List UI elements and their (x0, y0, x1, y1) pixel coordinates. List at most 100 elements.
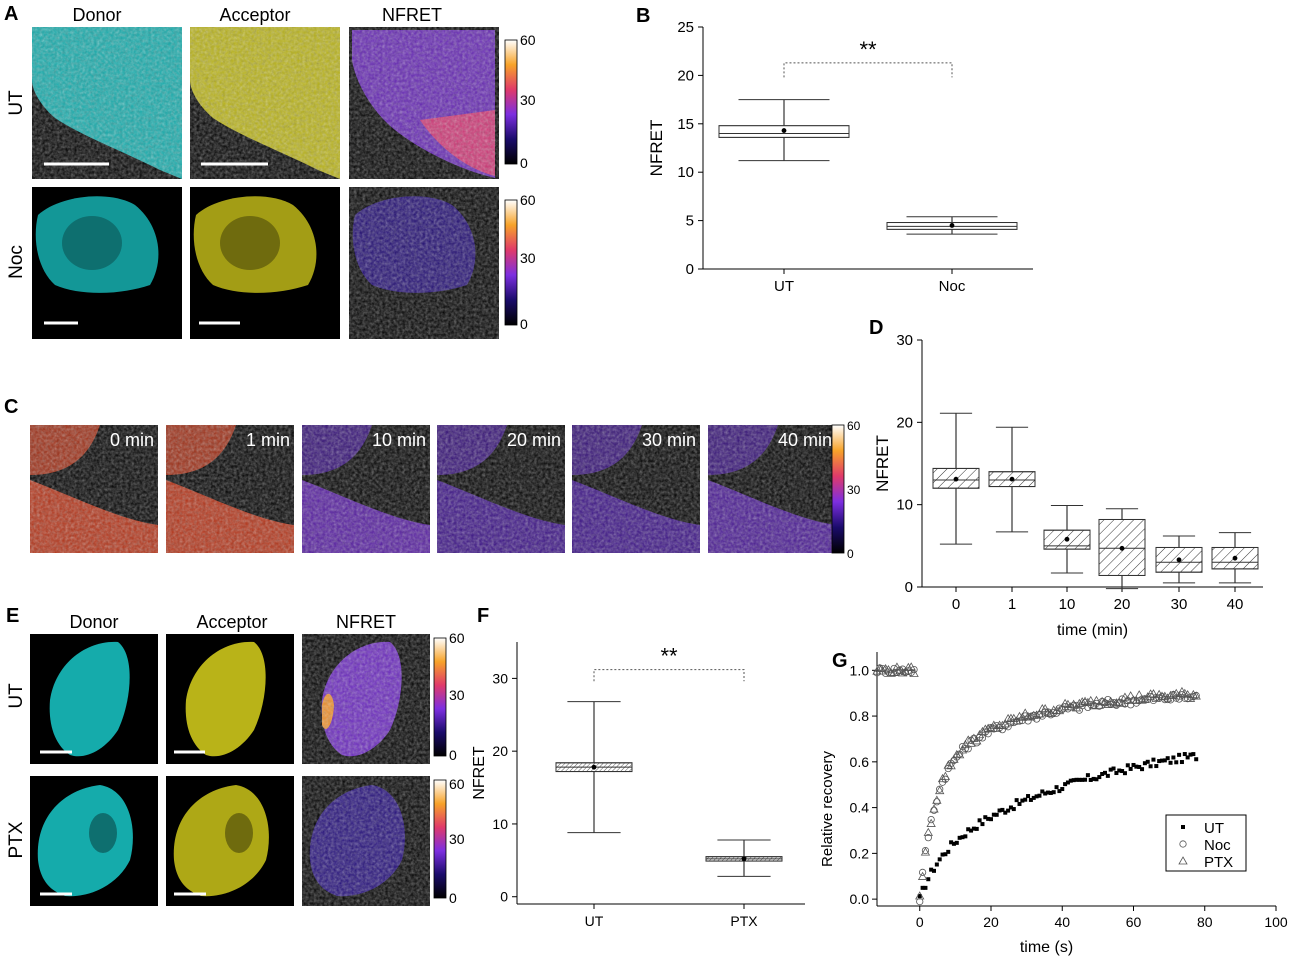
x-tick-label: UT (585, 913, 604, 929)
point-UT (1071, 778, 1076, 783)
panel-a-column-donor: Donor (72, 5, 121, 25)
point-UT (1017, 801, 1022, 806)
point-UT (1023, 797, 1028, 802)
point-UT (1003, 810, 1008, 815)
texture-a-ut-nfret (349, 27, 499, 179)
point-UT (989, 817, 993, 822)
point-UT (966, 827, 971, 832)
point-UT (940, 852, 945, 857)
y-tick-label: 0.6 (850, 754, 870, 770)
colorbar-e-ut-tick-max: 60 (449, 630, 465, 646)
mean-point (591, 764, 597, 770)
point-PTX (943, 760, 953, 769)
point-PTX (1191, 691, 1201, 700)
point-UT (1125, 763, 1130, 768)
point-UT (1028, 797, 1033, 802)
point-UT (1108, 767, 1113, 772)
y-tick-label: 1.0 (850, 662, 870, 678)
panel-letter-g: G (832, 650, 848, 672)
frame-c-3-time-label: 20 min (507, 430, 561, 450)
frame-c-0-time-label: 0 min (110, 430, 154, 450)
point-UT (1020, 798, 1025, 803)
y-tick-label: 25 (677, 19, 694, 36)
y-axis-label: NFRET (873, 435, 892, 492)
point-PTX (997, 720, 1008, 729)
point-PTX (1108, 699, 1119, 708)
texture-a-ut-acceptor (190, 27, 340, 179)
y-tick-label: 30 (492, 670, 508, 686)
point-Noc (927, 815, 935, 824)
frame-c-1-texture (166, 425, 294, 553)
cell-e-ut-acceptor (185, 641, 266, 757)
point-UT (1165, 756, 1170, 761)
point-PTX (932, 795, 942, 804)
point-PTX (1054, 705, 1065, 715)
x-tick-label: 1 (1008, 596, 1016, 613)
chart-d: 0 10 20 30 NFRET time (min) 0 1 10 20 30 40 (873, 332, 1263, 639)
significance-bracket (783, 62, 953, 78)
point-UT (1060, 787, 1065, 792)
point-UT (926, 877, 931, 882)
point-PTX (872, 666, 882, 675)
point-UT (1100, 771, 1105, 776)
point-PTX (937, 773, 948, 783)
x-tick-label: 80 (1197, 914, 1213, 930)
point-UT (1103, 770, 1107, 775)
frame-c-5-time-label: 40 min (778, 430, 832, 450)
point-UT (974, 826, 979, 831)
point-PTX (1026, 712, 1036, 721)
point-UT (1177, 752, 1182, 757)
colorbar-c-tick-max: 60 (847, 419, 861, 433)
colorbar-a-ut-tick-mid: 30 (520, 92, 536, 108)
point-UT (1134, 764, 1139, 769)
y-tick-label: 10 (492, 816, 508, 832)
point-PTX (920, 847, 931, 856)
point-UT (1054, 785, 1059, 790)
y-tick-label: 20 (492, 743, 508, 759)
point-UT (1145, 759, 1150, 764)
point-PTX (1049, 705, 1059, 714)
point-PTX (954, 750, 965, 759)
point-PTX (1140, 694, 1150, 703)
point-PTX (963, 735, 973, 744)
mean-point (953, 476, 959, 482)
point-UT (1111, 766, 1116, 771)
panel-a-row-ut: UT (6, 90, 27, 116)
point-UT (1091, 776, 1096, 781)
point-PTX (903, 662, 914, 672)
point-PTX (1020, 708, 1030, 717)
point-UT (994, 812, 999, 817)
colorbar-e-ptx-tick-mid: 30 (449, 831, 465, 847)
x-tick-label: 10 (1059, 596, 1076, 613)
point-PTX (940, 771, 951, 780)
point-UT (1162, 758, 1167, 763)
point-UT (1031, 795, 1036, 800)
x-tick-label: 100 (1264, 914, 1288, 930)
point-UT (929, 867, 934, 872)
point-PTX (1023, 711, 1033, 721)
point-UT (1188, 752, 1193, 757)
point-Noc (910, 665, 918, 674)
point-PTX (1000, 719, 1010, 728)
point-PTX (1088, 700, 1099, 710)
point-UT (1063, 782, 1068, 787)
point-PTX (1103, 699, 1113, 708)
panel-letter-c: C (4, 396, 18, 418)
texture-e-ut-nfret (302, 634, 430, 764)
colorbar-a-noc-tick-max: 60 (520, 192, 536, 208)
point-PTX (980, 724, 990, 733)
point-UT (1026, 794, 1031, 799)
point-PTX (897, 668, 908, 677)
point-UT (1120, 769, 1125, 774)
point-PTX (1086, 695, 1096, 705)
point-PTX (1097, 696, 1107, 705)
point-PTX (1125, 691, 1136, 700)
point-PTX (1017, 712, 1028, 721)
legend-label-PTX: PTX (1204, 854, 1233, 871)
panel-e-column-nfret: NFRET (336, 612, 396, 632)
y-tick-label: 0 (500, 889, 508, 905)
point-UT (1142, 761, 1147, 766)
point-PTX (1114, 697, 1124, 706)
x-tick-label: 0 (916, 914, 924, 930)
